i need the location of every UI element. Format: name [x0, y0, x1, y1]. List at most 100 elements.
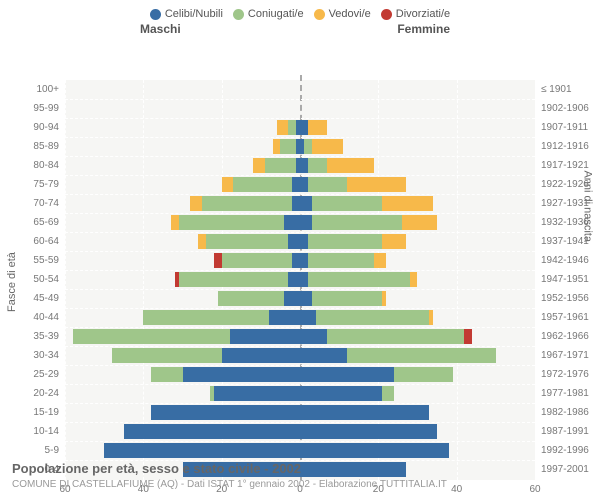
- seg-vedovi: [222, 177, 234, 192]
- seg-vedovi: [327, 158, 374, 173]
- seg-vedovi: [273, 139, 281, 154]
- chart-title: Popolazione per età, sesso e stato civil…: [12, 461, 301, 476]
- seg-coniugati: [218, 291, 285, 306]
- plot-area: [65, 80, 535, 480]
- legend: Celibi/NubiliConiugati/eVedovi/eDivorzia…: [0, 0, 600, 22]
- age-label: 10-14: [0, 426, 59, 437]
- seg-celibi: [300, 367, 394, 382]
- row-divider: [65, 137, 535, 138]
- gridline: [535, 80, 536, 480]
- seg-vedovi: [312, 139, 343, 154]
- birth-year-label: 1927-1931: [541, 198, 589, 209]
- seg-vedovi: [429, 310, 433, 325]
- seg-coniugati: [151, 367, 182, 382]
- seg-coniugati: [233, 177, 292, 192]
- legend-swatch: [381, 9, 392, 20]
- age-label: 70-74: [0, 198, 59, 209]
- male-half: [65, 291, 300, 306]
- female-half: [300, 291, 535, 306]
- seg-celibi: [300, 348, 347, 363]
- seg-celibi: [300, 405, 429, 420]
- seg-divorziati: [464, 329, 472, 344]
- seg-vedovi: [190, 196, 202, 211]
- female-half: [300, 196, 535, 211]
- male-half: [65, 310, 300, 325]
- birth-year-label: 1932-1936: [541, 217, 589, 228]
- female-half: [300, 158, 535, 173]
- seg-coniugati: [112, 348, 222, 363]
- seg-celibi: [300, 253, 308, 268]
- birth-year-label: 1987-1991: [541, 426, 589, 437]
- header-male: Maschi: [140, 22, 181, 36]
- row-divider: [65, 213, 535, 214]
- seg-celibi: [288, 234, 300, 249]
- seg-coniugati: [308, 272, 410, 287]
- female-half: [300, 82, 535, 97]
- male-half: [65, 177, 300, 192]
- pyramid-row: [65, 329, 535, 344]
- birth-year-label: 1902-1906: [541, 103, 589, 114]
- pyramid-row: [65, 101, 535, 116]
- seg-vedovi: [402, 215, 437, 230]
- pyramid-row: [65, 291, 535, 306]
- pyramid-row: [65, 348, 535, 363]
- age-label: 45-49: [0, 293, 59, 304]
- gender-headers: Maschi Femmine: [0, 22, 600, 38]
- seg-celibi: [300, 272, 308, 287]
- age-label: 85-89: [0, 141, 59, 152]
- female-half: [300, 253, 535, 268]
- seg-celibi: [104, 443, 300, 458]
- seg-vedovi: [347, 177, 406, 192]
- age-label: 75-79: [0, 179, 59, 190]
- birth-year-label: 1937-1941: [541, 236, 589, 247]
- birth-year-label: 1972-1976: [541, 369, 589, 380]
- seg-celibi: [183, 367, 301, 382]
- female-half: [300, 177, 535, 192]
- legend-item: Divorziati/e: [381, 8, 450, 20]
- seg-coniugati: [179, 272, 289, 287]
- seg-celibi: [300, 443, 449, 458]
- seg-celibi: [300, 310, 316, 325]
- seg-coniugati: [280, 139, 296, 154]
- row-divider: [65, 156, 535, 157]
- pyramid-row: [65, 272, 535, 287]
- birth-year-label: 1957-1961: [541, 312, 589, 323]
- seg-celibi: [300, 234, 308, 249]
- birth-year-label: 1952-1956: [541, 293, 589, 304]
- row-divider: [65, 118, 535, 119]
- chart-subtitle: COMUNE DI CASTELLAFIUME (AQ) - Dati ISTA…: [12, 479, 447, 490]
- seg-vedovi: [171, 215, 179, 230]
- female-half: [300, 215, 535, 230]
- legend-item: Celibi/Nubili: [150, 8, 223, 20]
- seg-coniugati: [206, 234, 288, 249]
- x-tick-label: 60: [529, 484, 540, 495]
- age-label: 5-9: [0, 445, 59, 456]
- birth-year-label: 1922-1926: [541, 179, 589, 190]
- seg-vedovi: [410, 272, 418, 287]
- row-divider: [65, 327, 535, 328]
- row-divider: [65, 175, 535, 176]
- seg-coniugati: [202, 196, 292, 211]
- age-label: 95-99: [0, 103, 59, 114]
- female-half: [300, 462, 535, 477]
- age-label: 55-59: [0, 255, 59, 266]
- seg-vedovi: [308, 120, 328, 135]
- seg-celibi: [292, 253, 300, 268]
- pyramid-row: [65, 367, 535, 382]
- legend-swatch: [150, 9, 161, 20]
- seg-celibi: [151, 405, 300, 420]
- row-divider: [65, 308, 535, 309]
- seg-coniugati: [143, 310, 268, 325]
- seg-vedovi: [253, 158, 265, 173]
- birth-year-label: 1962-1966: [541, 331, 589, 342]
- seg-celibi: [284, 215, 300, 230]
- seg-coniugati: [312, 291, 383, 306]
- pyramid-row: [65, 253, 535, 268]
- seg-vedovi: [374, 253, 386, 268]
- seg-celibi: [300, 462, 406, 477]
- chart-container: Celibi/NubiliConiugati/eVedovi/eDivorzia…: [0, 0, 600, 500]
- age-label: 90-94: [0, 122, 59, 133]
- pyramid-row: [65, 177, 535, 192]
- row-divider: [65, 346, 535, 347]
- pyramid-row: [65, 139, 535, 154]
